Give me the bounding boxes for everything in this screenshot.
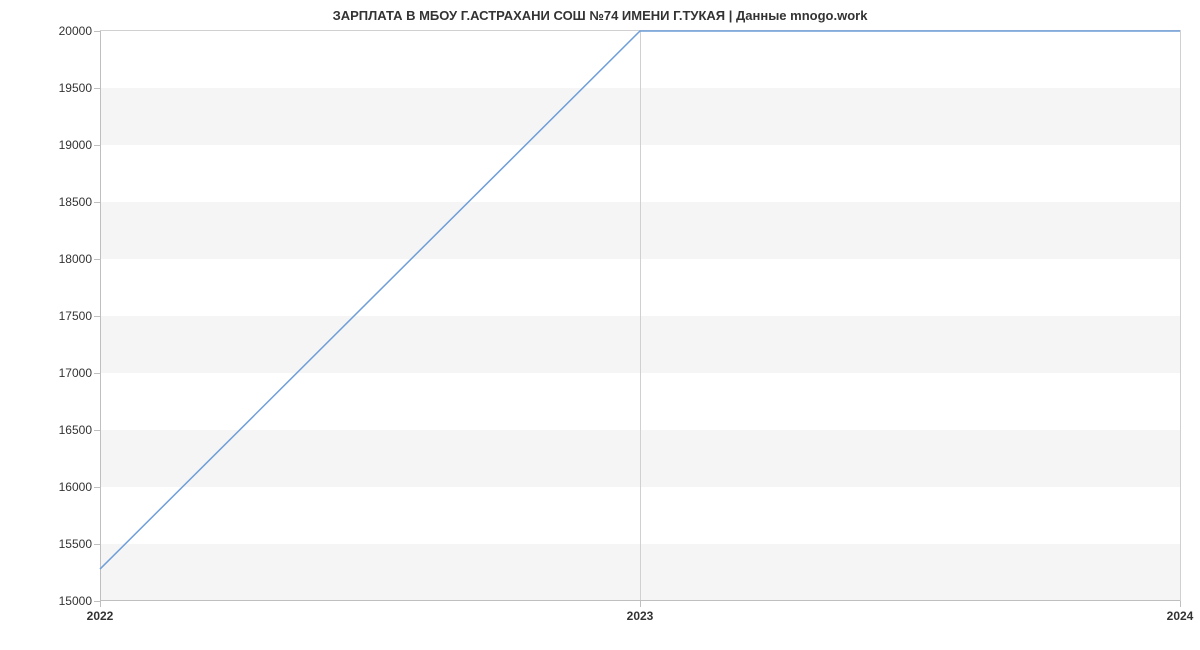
- y-tick-mark: [94, 316, 100, 317]
- plot-area: 1500015500160001650017000175001800018500…: [100, 30, 1181, 601]
- y-tick-mark: [94, 88, 100, 89]
- y-tick-mark: [94, 31, 100, 32]
- line-layer: [100, 31, 1180, 601]
- series-salary: [100, 31, 1180, 569]
- salary-line-chart: ЗАРПЛАТА В МБОУ Г.АСТРАХАНИ СОШ №74 ИМЕН…: [0, 0, 1200, 650]
- y-tick-mark: [94, 259, 100, 260]
- y-tick-mark: [94, 373, 100, 374]
- x-tick-mark: [1180, 601, 1181, 607]
- x-tick-mark: [100, 601, 101, 607]
- y-tick-mark: [94, 202, 100, 203]
- y-tick-mark: [94, 145, 100, 146]
- y-tick-mark: [94, 544, 100, 545]
- y-tick-mark: [94, 487, 100, 488]
- x-tick-mark: [640, 601, 641, 607]
- chart-title: ЗАРПЛАТА В МБОУ Г.АСТРАХАНИ СОШ №74 ИМЕН…: [0, 8, 1200, 23]
- y-tick-mark: [94, 430, 100, 431]
